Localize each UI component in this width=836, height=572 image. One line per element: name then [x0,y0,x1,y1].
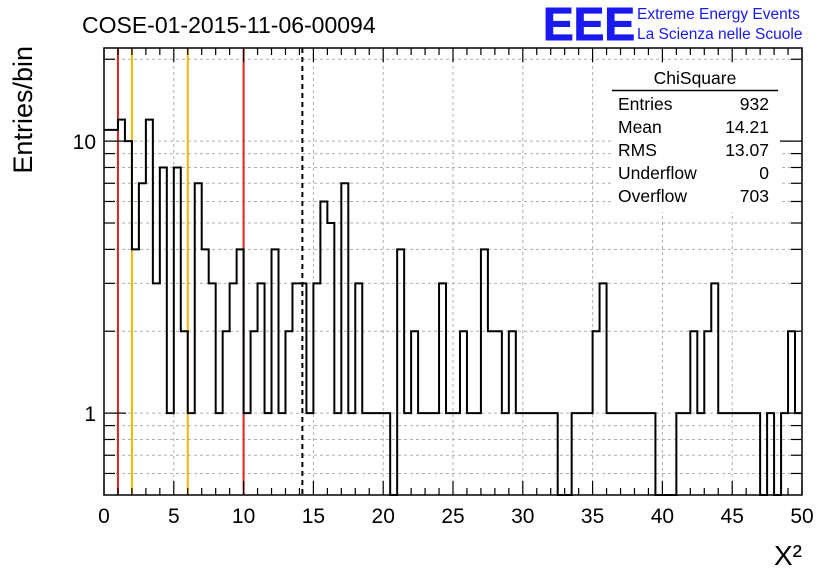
x-tick-label: 40 [651,505,674,528]
eee-logo-mark: EEE [543,0,635,50]
cut-lines [116,48,304,495]
y-tick-label: 1 [84,403,96,426]
x-tick-label: 0 [98,505,110,528]
x-tick-label: 35 [581,505,604,528]
stats-label: Entries [618,94,673,114]
stats-value: 703 [740,186,769,206]
stats-title: ChiSquare [654,68,737,88]
x-tick-label: 30 [511,505,534,528]
y-axis-label: Entries/bin [8,46,38,174]
stats-label: Mean [618,117,662,137]
stats-label: Underflow [618,163,697,183]
y-tick-label: 10 [73,131,96,154]
x-tick-labels: 0 5 10 15 20 25 30 35 40 45 50 [98,505,814,528]
stats-label: Overflow [618,186,687,206]
x-tick-label: 50 [790,505,813,528]
stats-label: RMS [618,140,657,160]
chart-title: COSE-01-2015-11-06-00094 [82,12,376,38]
stats-value: 932 [740,94,769,114]
x-tick-label: 45 [721,505,744,528]
x-tick-label: 25 [441,505,464,528]
logo-text-line1: Extreme Energy Events [637,6,800,23]
logo-text-line2: La Scienza nelle Scuole [637,26,802,43]
eee-logo: EEE Extreme Energy Events La Scienza nel… [543,0,803,51]
histogram-steps [104,118,802,496]
axis-ticks [103,48,803,495]
x-tick-label: 10 [232,505,255,528]
stats-value: 14.21 [725,117,769,137]
x-tick-label: 15 [302,505,325,528]
x-tick-label: 20 [372,505,395,528]
stats-box: ChiSquare Entries 932 Mean 14.21 RMS 13.07 Und… [612,66,780,212]
stats-value: 13.07 [725,140,769,160]
grid-lines [104,48,802,495]
stats-value: 0 [759,163,769,183]
y-tick-labels: 1 10 [73,131,96,426]
x-tick-label: 5 [168,505,180,528]
x-axis-label: X² [774,540,802,571]
